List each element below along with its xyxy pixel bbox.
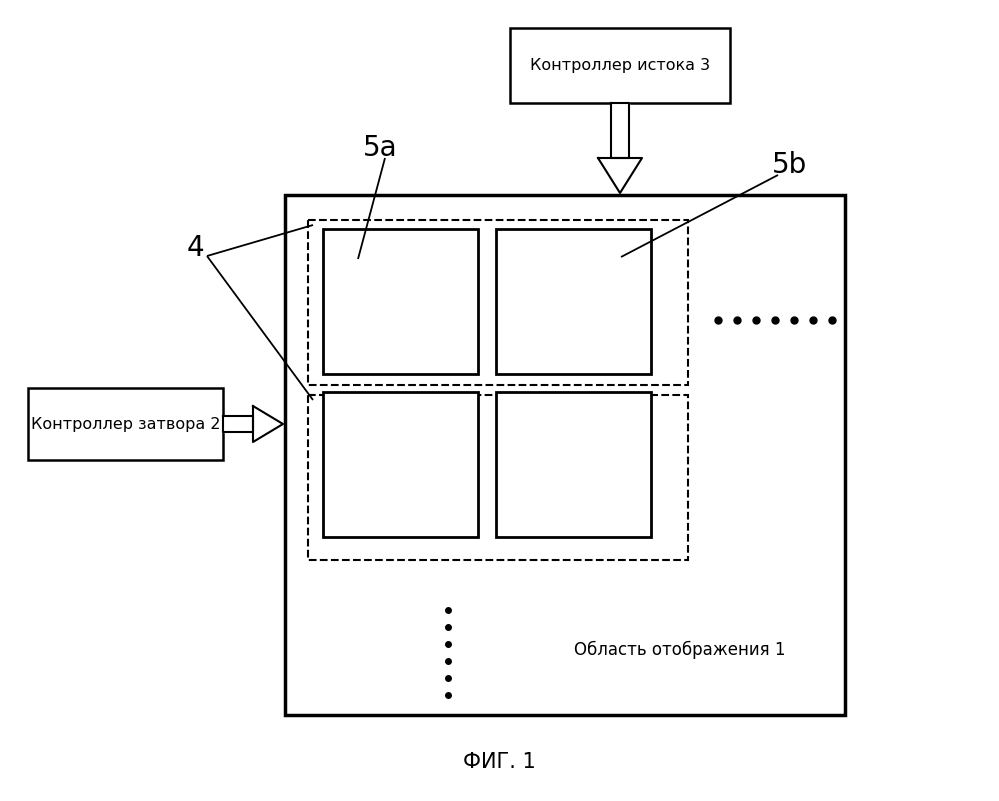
Polygon shape xyxy=(253,406,283,442)
Text: Контроллер затвора 2: Контроллер затвора 2 xyxy=(31,417,220,432)
Text: Область отображения 1: Область отображения 1 xyxy=(574,641,786,659)
Polygon shape xyxy=(598,158,642,193)
Bar xyxy=(510,28,730,103)
Bar xyxy=(323,229,478,374)
Text: 5b: 5b xyxy=(772,151,807,179)
Polygon shape xyxy=(611,103,629,158)
Bar xyxy=(308,220,688,385)
Text: Контроллер истока 3: Контроллер истока 3 xyxy=(529,58,710,73)
Bar xyxy=(285,195,845,715)
Bar xyxy=(496,392,651,537)
Polygon shape xyxy=(223,416,253,432)
Bar xyxy=(496,229,651,374)
Bar xyxy=(28,388,223,460)
Text: ФИГ. 1: ФИГ. 1 xyxy=(463,752,535,772)
Bar xyxy=(308,395,688,560)
Text: 4: 4 xyxy=(186,234,204,262)
Bar xyxy=(323,392,478,537)
Text: 5a: 5a xyxy=(363,134,398,162)
